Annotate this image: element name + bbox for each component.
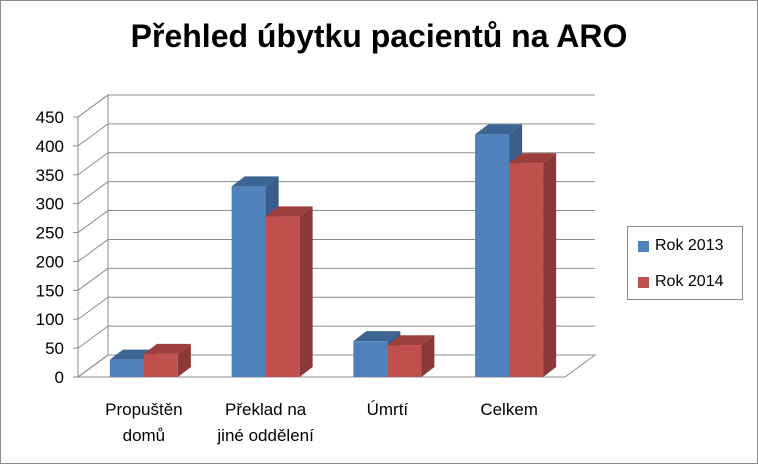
y-tick-label: 50 bbox=[45, 339, 64, 358]
bar-front bbox=[387, 345, 422, 377]
y-tick-label: 0 bbox=[55, 368, 64, 387]
x-axis-labels: Propuštěn domů Překlad na jiné oddělení Úmrt… bbox=[105, 400, 538, 445]
bar-front bbox=[143, 353, 178, 377]
gridline-diag bbox=[77, 123, 109, 147]
x-tick-label: Celkem bbox=[480, 400, 538, 419]
gridline-diag bbox=[77, 210, 109, 233]
gridline-diag bbox=[77, 267, 109, 291]
x-tick-label: Překlad na bbox=[225, 400, 307, 419]
bar-top bbox=[143, 343, 191, 354]
legend-item-series-1: Rok 2013 bbox=[638, 236, 724, 256]
bar-side bbox=[177, 343, 191, 377]
bar-top bbox=[475, 124, 523, 135]
bar-top bbox=[387, 335, 435, 346]
y-tick-label: 200 bbox=[36, 252, 64, 271]
y-tick-label: 250 bbox=[36, 224, 64, 243]
x-tick-label: domů bbox=[123, 426, 166, 445]
bar-front bbox=[231, 186, 266, 377]
y-axis-ticks: 0 50 100 150 200 250 300 350 400 450 bbox=[36, 108, 79, 387]
y-tick-label: 350 bbox=[36, 166, 64, 185]
y-tick-label: 400 bbox=[36, 137, 64, 156]
bar-top bbox=[231, 176, 279, 187]
gridline-diag bbox=[77, 354, 109, 378]
bar bbox=[143, 343, 191, 377]
bar-top bbox=[353, 331, 401, 342]
bar bbox=[265, 206, 313, 377]
chart-title: Přehled úbytku pacientů na ARO bbox=[130, 18, 628, 54]
gridline-diag bbox=[77, 296, 109, 320]
legend-label-series-2: Rok 2014 bbox=[655, 273, 724, 290]
bar-top bbox=[265, 206, 313, 217]
x-tick-label: Propuštěn bbox=[105, 400, 183, 419]
bar-front bbox=[509, 163, 544, 377]
legend: Rok 2013 Rok 2014 bbox=[627, 226, 743, 300]
x-tick-label: jiné oddělení bbox=[216, 426, 314, 445]
side-wall bbox=[77, 94, 109, 378]
gridline-diag bbox=[77, 152, 109, 176]
x-tick-label: Úmrtí bbox=[367, 400, 409, 419]
y-tick-label: 150 bbox=[36, 281, 64, 300]
bar-side bbox=[421, 335, 435, 377]
legend-item-series-2: Rok 2014 bbox=[638, 272, 724, 292]
bar-front bbox=[353, 341, 388, 377]
bars bbox=[109, 124, 557, 377]
gridline-diag bbox=[77, 181, 109, 205]
y-tick-label: 100 bbox=[36, 310, 64, 329]
gridline-diag bbox=[77, 239, 109, 262]
y-tick-label: 300 bbox=[36, 195, 64, 214]
bar-front bbox=[475, 134, 510, 377]
bar bbox=[387, 335, 435, 377]
y-tick-label: 450 bbox=[36, 108, 64, 127]
bar-front bbox=[265, 216, 300, 377]
bar-side bbox=[543, 153, 557, 377]
bar-side bbox=[299, 206, 313, 377]
bar bbox=[509, 153, 557, 377]
legend-swatch-series-2 bbox=[638, 276, 649, 288]
legend-swatch-series-1 bbox=[638, 240, 649, 252]
legend-label-series-1: Rok 2013 bbox=[655, 237, 724, 254]
bar-front bbox=[109, 359, 144, 377]
gridline-diag bbox=[77, 94, 109, 118]
gridline-diag bbox=[77, 325, 109, 349]
bar-top bbox=[509, 153, 557, 164]
